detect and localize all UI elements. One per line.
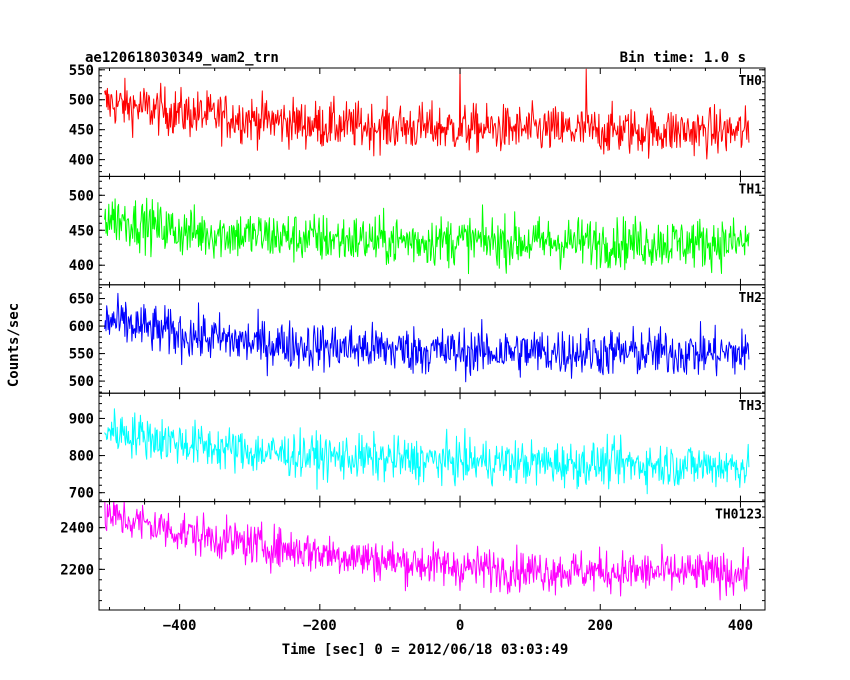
series-line-th3 — [104, 408, 750, 495]
panel-label-th2: TH2 — [739, 291, 762, 306]
y-tick-label: 600 — [69, 319, 94, 335]
y-tick-label: 550 — [69, 63, 94, 79]
y-tick-label: 450 — [69, 223, 94, 239]
x-tick-label: 0 — [456, 618, 464, 634]
panel-th0123: 2200 2400 TH0123 — [60, 501, 766, 611]
series-line-th2 — [104, 292, 750, 383]
panel-th3: 700 800 900 TH3 — [69, 392, 766, 503]
plot-title: ae120618030349_wam2_trn — [85, 50, 279, 66]
y-tick-label: 450 — [69, 123, 94, 139]
panel-label-th0123: TH0123 — [715, 508, 762, 523]
y-axis-label: Counts/sec — [6, 303, 22, 387]
panel-th1: 400 450 500 TH1 — [69, 175, 766, 286]
y-tick-label: 900 — [69, 411, 94, 427]
y-tick-label: 2400 — [60, 521, 94, 537]
y-tick-label: 550 — [69, 347, 94, 363]
series-line-th0123 — [104, 501, 750, 601]
y-tick-label: 500 — [69, 188, 94, 204]
x-tick-label: 200 — [588, 618, 613, 634]
y-tick-label: 500 — [69, 93, 94, 109]
panel-frame — [98, 501, 766, 611]
x-tick-label: −400 — [163, 618, 197, 634]
panel-th2: 500 550 600 650 TH2 — [69, 284, 766, 394]
y-tick-label: 400 — [69, 258, 94, 274]
y-tick-label: 500 — [69, 374, 94, 390]
panel-label-th3: TH3 — [739, 399, 762, 414]
y-tick-label: 400 — [69, 153, 94, 169]
panel-label-th0: TH0 — [739, 74, 763, 89]
panel-label-th1: TH1 — [739, 182, 763, 197]
y-tick-label: 2200 — [60, 562, 94, 578]
panel-th0: 400 450 500 550 TH0 — [69, 63, 766, 177]
x-axis-label: Time [sec] 0 = 2012/06/18 03:03:49 — [282, 642, 569, 658]
x-tick-label: −200 — [303, 618, 337, 634]
bin-time-label: Bin time: 1.0 s — [620, 50, 746, 66]
series-line-th0 — [104, 68, 750, 160]
x-axis: −400 −200 0 200 400 — [163, 618, 753, 634]
y-tick-label: 700 — [69, 486, 94, 502]
x-tick-label: 400 — [728, 618, 753, 634]
panels-group: 400 450 500 550 TH0 400 450 500 TH1 500 550 600 650 T… — [60, 63, 766, 611]
series-line-th1 — [104, 197, 750, 275]
y-tick-label: 650 — [69, 292, 94, 308]
y-tick-label: 800 — [69, 449, 94, 465]
panel-frame — [98, 392, 766, 503]
